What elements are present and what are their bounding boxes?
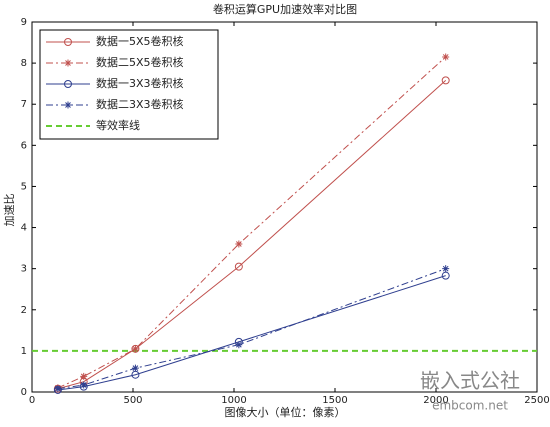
marker (442, 53, 450, 61)
x-tick-label: 1000 (221, 395, 246, 406)
marker (80, 381, 88, 389)
y-tick-label: 0 (21, 387, 27, 398)
y-tick-label: 8 (21, 58, 27, 69)
x-tick-label: 2000 (423, 395, 448, 406)
marker (80, 372, 88, 380)
marker (235, 240, 243, 248)
chart-title: 卷积运算GPU加速效率对比图 (213, 2, 357, 16)
marker (64, 59, 72, 67)
marker (54, 385, 62, 393)
y-tick-label: 7 (21, 99, 27, 110)
legend-label: 数据二5X5卷积核 (96, 55, 184, 69)
marker (64, 101, 72, 109)
legend-label: 数据一3X3卷积核 (96, 76, 184, 90)
marker (441, 76, 450, 85)
watermark-title: 嵌入式公社 (420, 369, 520, 393)
marker (64, 80, 72, 88)
y-tick-label: 6 (21, 140, 27, 151)
legend-label: 等效率线 (96, 118, 140, 132)
x-tick-label: 0 (29, 395, 35, 406)
y-tick-label: 5 (21, 181, 27, 192)
marker (235, 341, 243, 349)
x-tick-label: 2500 (524, 395, 549, 406)
marker (442, 265, 450, 273)
x-tick-label: 1500 (322, 395, 347, 406)
marker (64, 38, 72, 46)
x-axis-label: 图像大小（单位：像素） (225, 405, 346, 419)
x-tick-label: 500 (123, 395, 142, 406)
y-tick-label: 2 (21, 305, 27, 316)
marker (131, 345, 139, 353)
legend-label: 数据一5X5卷积核 (96, 34, 184, 48)
watermark-url: embcom.net (432, 399, 508, 413)
y-tick-label: 1 (21, 346, 27, 357)
y-axis-label: 加速比 (3, 194, 16, 227)
marker (234, 262, 243, 271)
y-tick-label: 4 (21, 223, 27, 234)
y-tick-label: 9 (21, 17, 27, 28)
y-tick-label: 3 (21, 264, 27, 275)
marker (131, 364, 139, 372)
legend-label: 数据二3X3卷积核 (96, 97, 184, 111)
